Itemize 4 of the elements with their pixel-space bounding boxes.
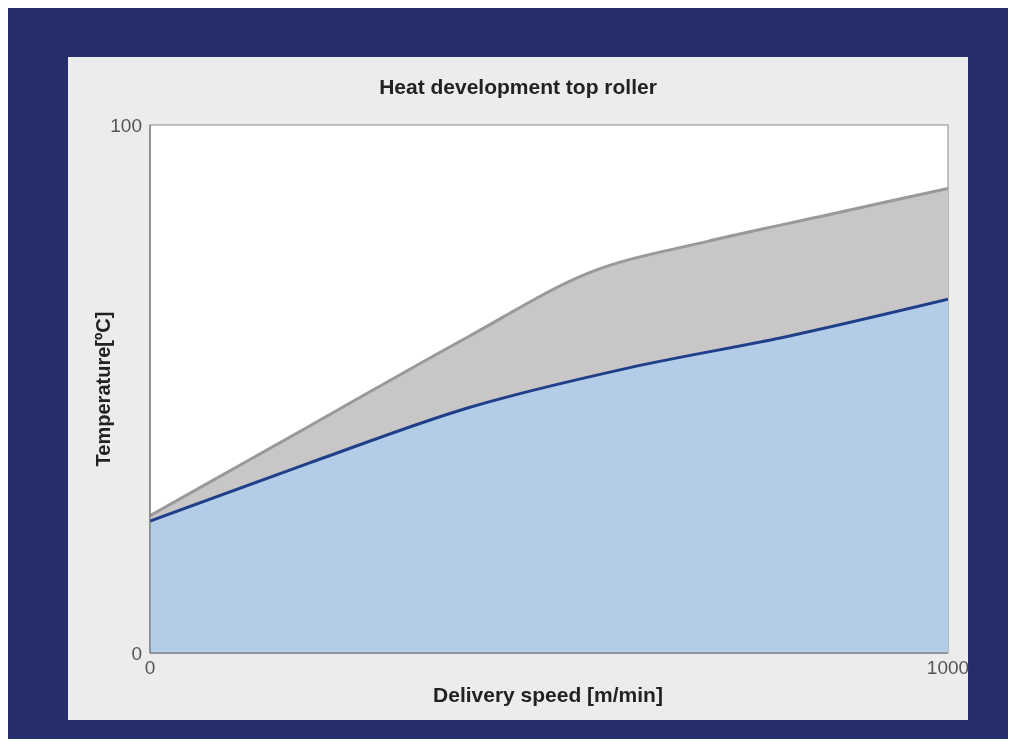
chart-title: Heat development top roller xyxy=(378,75,658,99)
y-axis-title: Temperature[ºC] xyxy=(91,311,115,467)
y-tick-label: 100 xyxy=(110,114,142,136)
x-axis-title: Delivery speed [m/min] xyxy=(432,683,664,707)
